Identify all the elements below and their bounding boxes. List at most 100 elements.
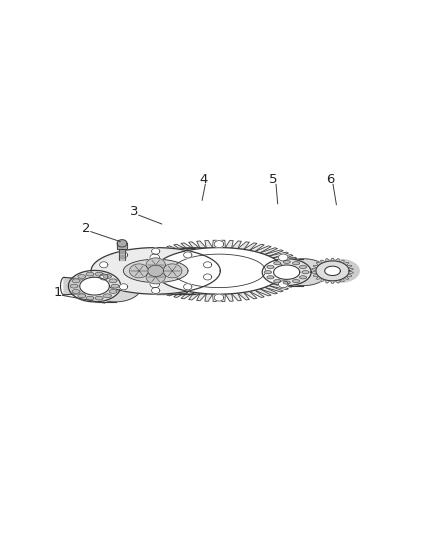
Polygon shape bbox=[89, 270, 142, 302]
Polygon shape bbox=[213, 240, 219, 248]
Polygon shape bbox=[255, 289, 271, 296]
Polygon shape bbox=[293, 280, 300, 282]
Polygon shape bbox=[99, 262, 108, 268]
Polygon shape bbox=[283, 260, 290, 263]
Polygon shape bbox=[267, 276, 274, 279]
Polygon shape bbox=[78, 294, 86, 297]
Polygon shape bbox=[134, 271, 155, 273]
Polygon shape bbox=[250, 290, 264, 297]
Polygon shape bbox=[95, 272, 103, 276]
Polygon shape bbox=[316, 276, 321, 279]
Text: 2: 2 bbox=[81, 222, 90, 235]
Polygon shape bbox=[279, 281, 288, 288]
Polygon shape bbox=[330, 281, 335, 284]
Polygon shape bbox=[138, 260, 159, 264]
Polygon shape bbox=[103, 274, 111, 278]
Polygon shape bbox=[205, 240, 213, 248]
Polygon shape bbox=[260, 248, 277, 254]
Polygon shape bbox=[302, 271, 309, 274]
Polygon shape bbox=[120, 249, 125, 260]
Polygon shape bbox=[146, 270, 165, 284]
Polygon shape bbox=[269, 252, 288, 258]
Text: 6: 6 bbox=[326, 173, 335, 185]
Polygon shape bbox=[250, 244, 264, 252]
Polygon shape bbox=[219, 240, 225, 248]
Polygon shape bbox=[152, 287, 160, 294]
Polygon shape bbox=[124, 259, 188, 282]
Polygon shape bbox=[339, 260, 344, 263]
Polygon shape bbox=[346, 273, 352, 277]
Polygon shape bbox=[283, 266, 304, 269]
Polygon shape bbox=[214, 241, 224, 248]
Polygon shape bbox=[174, 290, 188, 297]
Polygon shape bbox=[325, 259, 330, 262]
Polygon shape bbox=[136, 276, 157, 279]
Text: 5: 5 bbox=[269, 173, 278, 185]
Polygon shape bbox=[167, 289, 183, 296]
Polygon shape bbox=[95, 296, 103, 300]
Polygon shape bbox=[232, 293, 241, 301]
Polygon shape bbox=[335, 280, 339, 283]
Polygon shape bbox=[283, 281, 290, 284]
Polygon shape bbox=[279, 260, 300, 264]
Polygon shape bbox=[244, 292, 257, 299]
Polygon shape bbox=[274, 280, 281, 282]
Polygon shape bbox=[330, 259, 335, 261]
Polygon shape bbox=[120, 252, 128, 258]
Polygon shape bbox=[120, 284, 128, 290]
Polygon shape bbox=[155, 248, 283, 294]
Polygon shape bbox=[349, 268, 353, 271]
Polygon shape bbox=[150, 284, 169, 289]
Polygon shape bbox=[273, 255, 293, 260]
Polygon shape bbox=[281, 263, 302, 266]
Polygon shape bbox=[99, 274, 108, 280]
Polygon shape bbox=[274, 262, 281, 265]
Polygon shape bbox=[335, 259, 339, 262]
Polygon shape bbox=[152, 248, 160, 254]
Polygon shape bbox=[262, 259, 311, 286]
Polygon shape bbox=[72, 279, 80, 282]
Polygon shape bbox=[321, 278, 325, 281]
Polygon shape bbox=[103, 294, 111, 297]
Polygon shape bbox=[274, 265, 300, 279]
Polygon shape bbox=[111, 284, 119, 288]
Polygon shape bbox=[150, 252, 169, 258]
Polygon shape bbox=[225, 240, 233, 248]
Polygon shape bbox=[145, 255, 165, 260]
Polygon shape bbox=[181, 243, 194, 251]
Polygon shape bbox=[283, 269, 304, 271]
Polygon shape bbox=[343, 276, 349, 279]
Polygon shape bbox=[174, 244, 188, 252]
Polygon shape bbox=[325, 280, 330, 283]
Polygon shape bbox=[349, 271, 353, 273]
Polygon shape bbox=[312, 268, 317, 271]
Polygon shape bbox=[300, 265, 307, 269]
Polygon shape bbox=[72, 289, 80, 293]
Polygon shape bbox=[184, 284, 192, 290]
Polygon shape bbox=[167, 246, 183, 253]
Polygon shape bbox=[276, 257, 297, 262]
Polygon shape bbox=[265, 271, 272, 274]
Polygon shape bbox=[131, 248, 260, 294]
Polygon shape bbox=[255, 246, 271, 253]
Text: 1: 1 bbox=[53, 286, 62, 299]
Polygon shape bbox=[189, 293, 200, 300]
Polygon shape bbox=[68, 270, 121, 302]
Polygon shape bbox=[162, 264, 182, 278]
Polygon shape bbox=[138, 278, 159, 282]
Polygon shape bbox=[343, 262, 349, 265]
Polygon shape bbox=[313, 265, 318, 268]
Polygon shape bbox=[197, 293, 206, 301]
Polygon shape bbox=[109, 289, 117, 293]
Polygon shape bbox=[117, 244, 127, 249]
Polygon shape bbox=[238, 293, 249, 300]
Polygon shape bbox=[265, 286, 283, 292]
Polygon shape bbox=[316, 261, 349, 281]
Polygon shape bbox=[203, 262, 212, 268]
Polygon shape bbox=[197, 241, 206, 248]
Polygon shape bbox=[325, 266, 340, 276]
Polygon shape bbox=[117, 240, 127, 247]
Polygon shape bbox=[134, 273, 155, 276]
Polygon shape bbox=[205, 294, 213, 301]
Polygon shape bbox=[279, 259, 328, 286]
